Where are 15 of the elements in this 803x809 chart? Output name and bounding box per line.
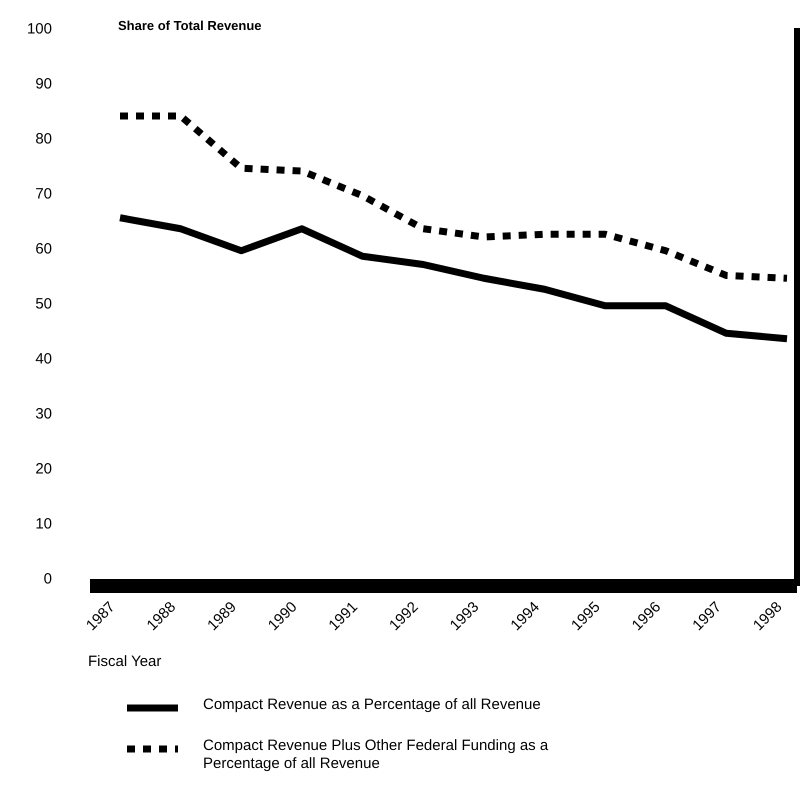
y-tick-label: 40 bbox=[35, 350, 52, 368]
y-tick-label: 50 bbox=[35, 295, 52, 312]
y-tick-label: 10 bbox=[35, 515, 52, 532]
y-tick-label: 70 bbox=[35, 185, 52, 202]
y-tick-label: 80 bbox=[35, 130, 52, 148]
y-axis-title: Share of Total Revenue bbox=[118, 18, 262, 33]
y-tick-label: 30 bbox=[35, 405, 52, 422]
x-axis-title: Fiscal Year bbox=[88, 653, 162, 670]
y-tick-label: 0 bbox=[44, 570, 52, 588]
legend-label: Compact Revenue as a Percentage of all Revenue bbox=[203, 696, 542, 714]
y-tick-label: 20 bbox=[35, 460, 52, 478]
legend-label: Compact Revenue Plus Other Federal Funding as a Percentage of all Revenue bbox=[203, 737, 550, 773]
y-tick-label: 90 bbox=[35, 75, 52, 92]
y-tick-label: 60 bbox=[35, 240, 52, 258]
y-tick-label: 100 bbox=[26, 20, 52, 38]
